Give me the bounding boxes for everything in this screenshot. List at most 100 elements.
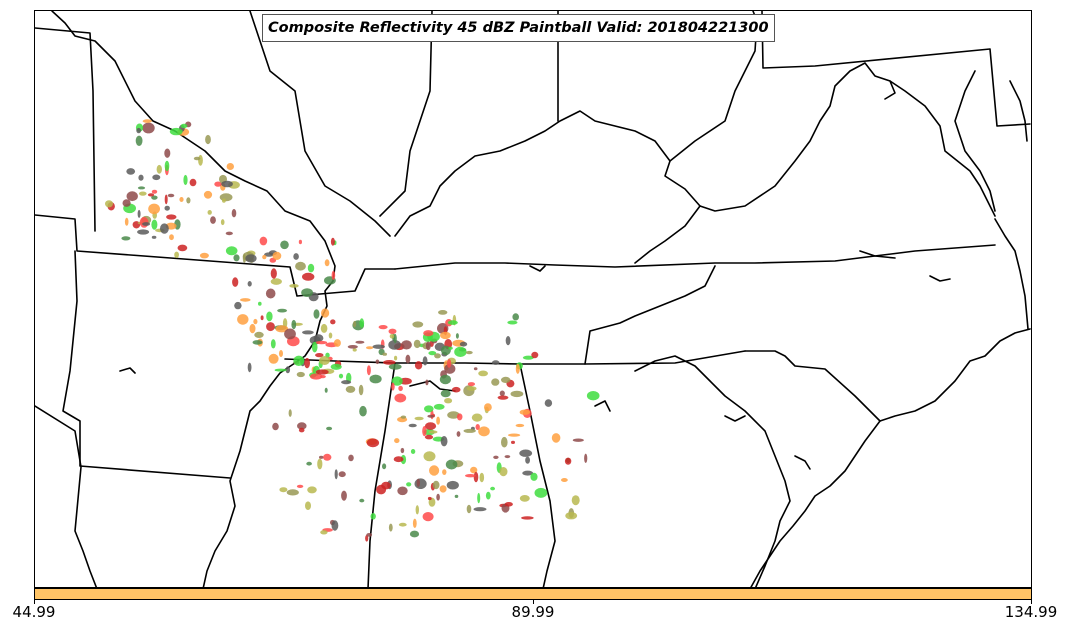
- state-border-line: [35, 405, 98, 587]
- paintball-blob: [179, 197, 184, 202]
- paintball-blobs: [105, 119, 600, 542]
- paintball-blob: [366, 365, 371, 376]
- paintball-blob: [164, 205, 170, 211]
- paintball-blob: [259, 236, 268, 246]
- paintball-blob: [388, 328, 397, 334]
- paintball-blob: [126, 191, 138, 202]
- paintball-blob: [522, 470, 534, 476]
- paintball-blob: [519, 495, 530, 502]
- state-border-line: [367, 362, 396, 587]
- paintball-blob: [428, 351, 437, 356]
- paintball-blob: [423, 451, 436, 462]
- paintball-blob: [534, 487, 548, 498]
- paintball-blob: [148, 203, 160, 215]
- paintball-blob: [455, 333, 459, 339]
- paintball-blob: [260, 315, 264, 321]
- state-border-line: [744, 350, 881, 422]
- paintball-blob: [315, 369, 329, 375]
- paintball-blob: [205, 134, 211, 145]
- paintball-blob: [479, 472, 485, 483]
- paintball-blob: [378, 325, 388, 330]
- paintball-blob: [447, 359, 452, 368]
- paintball-blob: [296, 484, 304, 488]
- paintball-blob: [491, 360, 500, 365]
- paintball-blob: [425, 379, 429, 386]
- paintball-blob: [565, 512, 578, 520]
- paintball-blob: [521, 516, 534, 520]
- paintball-blob: [137, 229, 150, 235]
- paintball-blob: [551, 433, 561, 443]
- lake-line: [724, 415, 746, 422]
- paintball-blob: [473, 367, 478, 371]
- paintball-blob: [348, 454, 354, 462]
- state-border-line: [584, 265, 716, 365]
- lake-line: [794, 455, 811, 470]
- paintball-blob: [490, 486, 495, 491]
- paintball-blob: [298, 239, 302, 245]
- paintball-blob: [135, 135, 143, 146]
- map-panel: [34, 10, 1032, 588]
- paintball-blob: [189, 178, 197, 187]
- paintball-blob: [320, 375, 326, 379]
- paintball-blob: [436, 416, 440, 425]
- paintball-blob: [393, 333, 397, 344]
- paintball-blob: [156, 164, 162, 174]
- paintball-blob: [226, 163, 234, 170]
- paintball-blob: [302, 330, 314, 335]
- paintball-blob: [504, 502, 513, 507]
- paintball-blob: [408, 423, 417, 428]
- paintball-blob: [440, 345, 451, 356]
- paintball-blob: [167, 193, 175, 198]
- paintball-blob: [355, 340, 365, 344]
- paintball-blob: [254, 331, 264, 338]
- paintball-blob: [142, 222, 151, 226]
- paintball-blob: [501, 436, 508, 448]
- paintball-blob: [463, 428, 476, 433]
- paintball-blob: [210, 216, 216, 224]
- map-canvas: [35, 11, 1031, 587]
- paintball-blob: [454, 494, 459, 498]
- paintball-blob: [477, 492, 481, 504]
- paintball-blob: [425, 341, 431, 351]
- paintball-blob: [544, 399, 553, 407]
- paintball-blob: [584, 453, 588, 463]
- paintball-blob: [382, 352, 388, 356]
- paintball-blob: [214, 181, 222, 187]
- paintball-blob: [304, 357, 310, 369]
- paintball-blob: [471, 413, 483, 422]
- paintball-blob: [413, 339, 421, 349]
- paintball-blob: [366, 533, 373, 537]
- paintball-blob: [442, 469, 447, 475]
- paintball-blob: [142, 119, 152, 123]
- paintball-blob: [225, 231, 233, 236]
- paintball-blob: [231, 209, 237, 218]
- colorbar-tick-label: 89.99: [511, 603, 555, 621]
- paintball-blob: [331, 270, 336, 280]
- state-border-line: [634, 355, 791, 587]
- lake-line: [929, 275, 951, 282]
- paintball-blob: [382, 463, 387, 470]
- paintball-blob: [429, 465, 440, 476]
- paintball-blob: [427, 414, 435, 418]
- paintball-blob: [497, 395, 509, 400]
- coast-line: [879, 328, 1031, 422]
- paintball-blob: [369, 374, 382, 384]
- paintball-blob: [347, 345, 358, 349]
- paintball-blob: [183, 174, 188, 186]
- paintball-blob: [266, 322, 275, 332]
- paintball-blob: [432, 480, 440, 490]
- paintball-blob: [504, 455, 511, 459]
- paintball-blob: [174, 251, 180, 258]
- paintball-blob: [366, 346, 374, 350]
- paintball-blob: [394, 393, 407, 403]
- paintball-blob: [220, 219, 225, 226]
- paintball-blob: [345, 385, 356, 393]
- paintball-blob: [177, 244, 188, 252]
- paintball-blob: [293, 253, 299, 260]
- paintball-blob: [315, 340, 328, 345]
- paintball-blob: [440, 389, 451, 398]
- paintball-blob: [424, 434, 434, 440]
- paintball-blob: [338, 373, 344, 379]
- paintball-blob: [436, 493, 440, 501]
- paintball-blob: [279, 350, 283, 357]
